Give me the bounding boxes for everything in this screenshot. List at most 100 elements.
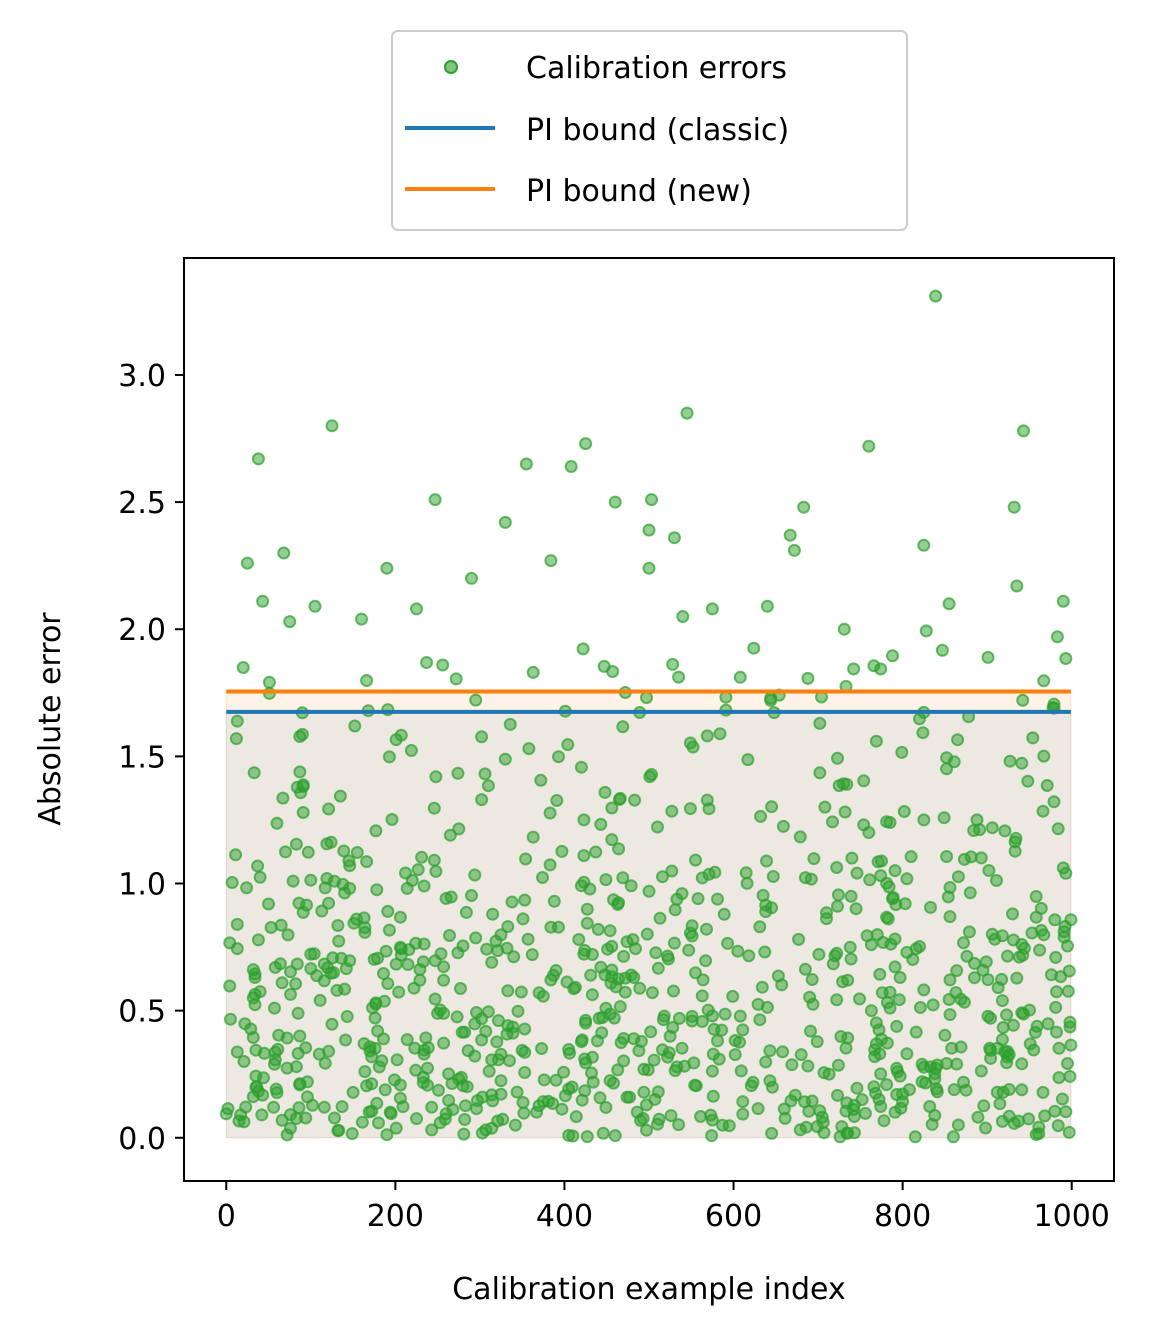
scatter-point	[707, 1022, 721, 1036]
scatter-point	[360, 674, 374, 687]
scatter-point	[946, 1130, 960, 1144]
scatter-point	[377, 967, 390, 980]
scatter-point	[832, 779, 846, 793]
scatter-point	[1064, 1038, 1078, 1052]
scatter-point	[427, 801, 441, 815]
scatter-point	[362, 1105, 376, 1119]
scatter-point	[1040, 779, 1054, 792]
scatter-point	[943, 973, 957, 987]
scatter-point	[954, 992, 968, 1006]
scatter-point	[957, 852, 971, 866]
scatter-point	[612, 793, 626, 806]
scatter-point	[916, 726, 930, 740]
scatter-point	[580, 1130, 594, 1144]
scatter-point	[1050, 1025, 1063, 1039]
scatter-point	[726, 989, 740, 1003]
scatter-point	[837, 622, 851, 636]
scatter-point	[369, 997, 383, 1011]
scatter-point	[928, 1109, 942, 1122]
scatter-point	[971, 1110, 985, 1124]
scatter-point	[518, 1022, 532, 1036]
scatter-point	[411, 863, 425, 877]
scatter-point	[506, 1026, 520, 1040]
scatter-point	[844, 952, 858, 966]
scatter-point	[736, 1095, 750, 1109]
scatter-point	[518, 1066, 532, 1079]
scatter-point	[1007, 1116, 1021, 1130]
scatter-point	[234, 1108, 248, 1122]
scatter-point	[478, 767, 492, 781]
scatter-point	[706, 1047, 720, 1061]
scatter-point	[904, 850, 918, 864]
scatter-point	[400, 1033, 414, 1047]
scatter-point	[977, 1099, 991, 1113]
scatter-point	[1009, 831, 1023, 845]
scatter-point	[603, 1074, 617, 1088]
scatter-point	[888, 864, 902, 878]
scatter-point	[345, 1127, 359, 1141]
scatter-point	[1017, 1007, 1030, 1021]
scatter-point	[249, 1069, 263, 1083]
scatter-point	[881, 912, 895, 926]
scatter-point	[643, 770, 657, 784]
scatter-point	[917, 538, 931, 552]
scatter-point	[893, 1069, 907, 1083]
scatter-point	[229, 848, 243, 862]
scatter-point	[480, 942, 494, 956]
scatter-point	[915, 1075, 929, 1089]
scatter-point	[508, 1118, 522, 1132]
scatter-point	[561, 738, 575, 752]
scatter-point	[1038, 1109, 1052, 1123]
scatter-point	[291, 1006, 305, 1020]
scatter-point	[603, 924, 617, 938]
scatter-point	[828, 949, 842, 963]
scatter-point	[869, 1016, 883, 1030]
scatter-point	[894, 1101, 908, 1115]
scatter-point	[787, 543, 801, 557]
scatter-point	[457, 1127, 471, 1141]
scatter-point	[701, 1003, 715, 1017]
scatter-point	[454, 982, 467, 995]
scatter-point	[289, 1060, 303, 1074]
scatter-point	[1052, 1071, 1066, 1085]
scatter-point	[979, 1121, 992, 1135]
scatter-point	[1015, 1083, 1029, 1097]
scatter-point	[595, 1026, 609, 1040]
scatter-point	[325, 419, 339, 433]
scatter-point	[385, 813, 399, 826]
x-tick-label: 600	[705, 1199, 762, 1234]
scatter-point	[1064, 913, 1078, 927]
scatter-point	[475, 793, 489, 807]
scatter-point	[337, 844, 351, 858]
scatter-point	[346, 1085, 360, 1099]
scatter-point	[705, 1064, 719, 1078]
scatter-point	[766, 870, 780, 883]
scatter-point	[331, 919, 345, 932]
scatter-point	[1030, 1019, 1044, 1033]
scatter-point	[718, 1007, 732, 1021]
scatter-point	[982, 864, 996, 877]
scatter-point	[574, 1035, 588, 1049]
scatter-point	[1029, 890, 1043, 903]
scatter-point	[240, 556, 254, 570]
scatter-point	[522, 742, 536, 756]
scatter-point	[895, 745, 909, 759]
scatter-point	[268, 1053, 282, 1067]
scatter-point	[577, 813, 591, 827]
scatter-point	[637, 1062, 651, 1076]
scatter-point	[651, 1117, 664, 1131]
scatter-point	[1061, 984, 1075, 998]
scatter-point	[995, 1033, 1009, 1047]
y-tick-label: 1.0	[118, 868, 166, 903]
scatter-point	[1048, 913, 1062, 927]
scatter-point	[503, 717, 517, 731]
scatter-point	[248, 971, 262, 984]
scatter-point	[753, 920, 767, 934]
scatter-point	[437, 973, 451, 987]
scatter-point	[240, 881, 254, 895]
scatter-point	[1034, 901, 1048, 915]
scatter-point	[864, 938, 878, 952]
scatter-point	[375, 1054, 389, 1068]
scatter-point	[291, 1047, 305, 1060]
scatter-point	[760, 1000, 774, 1014]
